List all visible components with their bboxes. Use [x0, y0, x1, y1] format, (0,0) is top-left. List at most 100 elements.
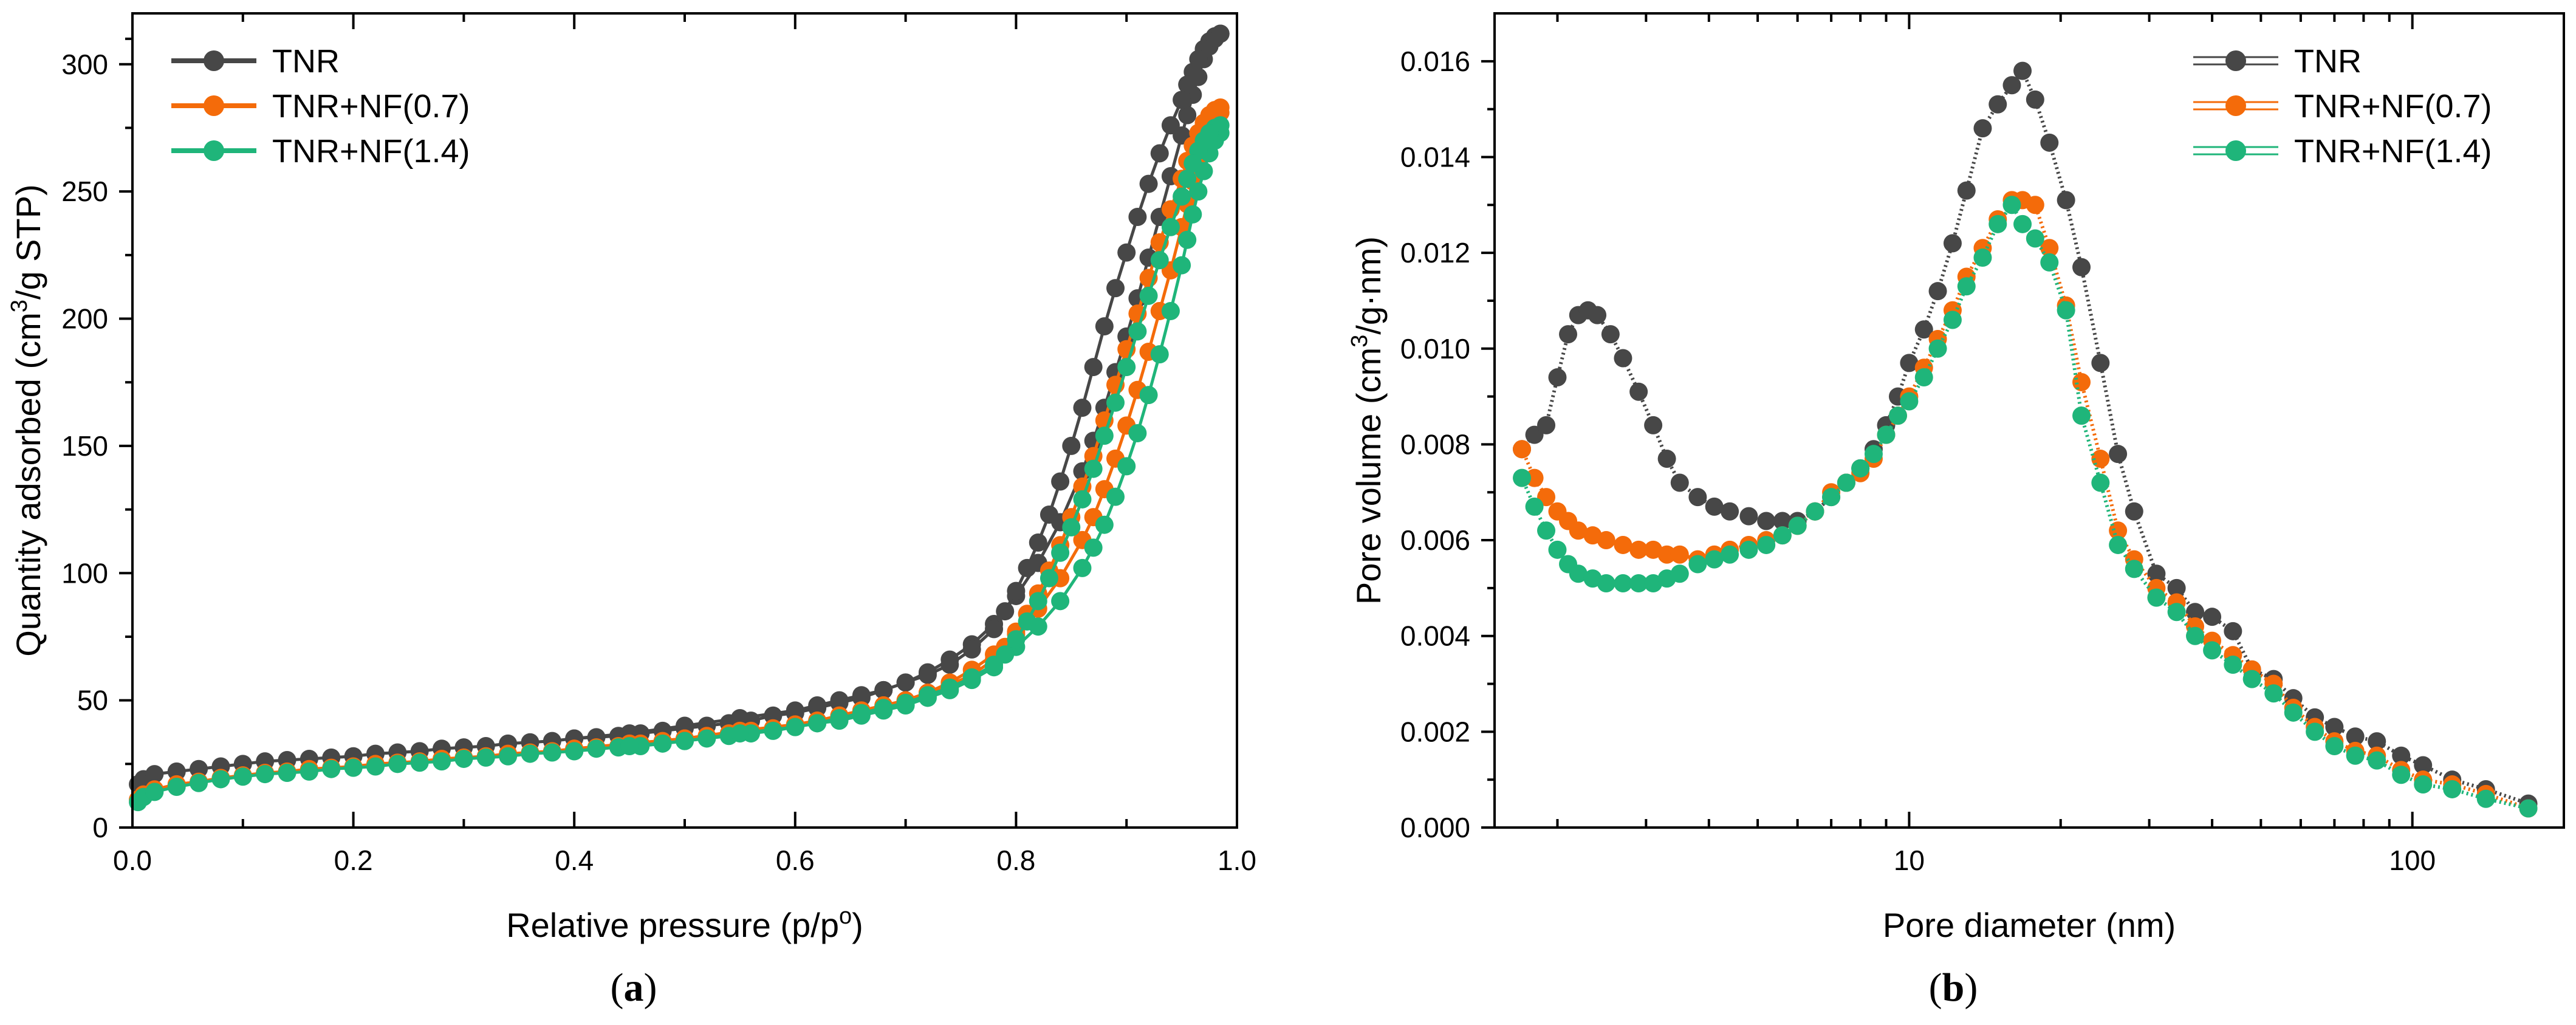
panel-b-y-tick-label: 0.006 [1400, 524, 1470, 556]
panel-b-data-point [1900, 392, 1919, 411]
panel-b-data-point [1739, 540, 1758, 559]
panel-b-data-point [2224, 622, 2242, 640]
panel-b-data-point [1989, 95, 2007, 114]
panel-b-y-tick-label: 0.014 [1400, 141, 1470, 173]
panel-a-data-point [852, 706, 871, 725]
panel-a-data-point [1178, 170, 1197, 188]
panel-a-x-tick-label: 1.0 [1218, 845, 1256, 876]
panel-b-data-point [2057, 191, 2075, 210]
panel-a-x-axis-title: Relative pressure (p/po) [506, 903, 863, 944]
panel-a-data-point [1128, 208, 1147, 226]
panel-a-data-point [1150, 251, 1169, 270]
panel-a-data-point [1040, 505, 1058, 524]
panel-a-data-point [830, 711, 849, 730]
chart-panel-a: 0.0 0.2 0.4 0.6 0.8 1.0 0 50 100 150 200 250 300 Rel… [7, 12, 1256, 1010]
panel-b-data-point [2026, 90, 2044, 109]
panel-a-data-point [1139, 386, 1158, 405]
panel-a-data-point [366, 757, 385, 776]
panel-a-data-point [1029, 533, 1047, 552]
panel-a-data-point [1051, 592, 1070, 611]
panel-a-data-point [676, 716, 694, 735]
panel-a-data-point [676, 732, 694, 750]
chart-panel-b: 10 100 0.000 0.002 0.004 0.006 0.008 0.010 0.012… [1347, 12, 2565, 1010]
panel-b-data-point [1614, 574, 1632, 592]
panel-b-tick-labels: 10 100 0.000 0.002 0.004 0.006 0.008 0.010 0.012… [1400, 46, 2436, 876]
panel-a-data-point [1128, 322, 1147, 341]
panel-b-data-point [2002, 76, 2021, 95]
panel-b-series-layer [1513, 61, 2538, 818]
panel-a-data-point [830, 691, 849, 710]
panel-a-data-point [1029, 592, 1047, 611]
panel-b-data-point [2040, 133, 2059, 152]
panel-b-data-point [1806, 502, 1824, 521]
panel-b-data-point [1900, 354, 1919, 372]
panel-b-data-point [2013, 61, 2032, 80]
panel-a-data-point [1178, 75, 1197, 94]
panel-a-data-point [1184, 205, 1202, 224]
panel-a-legend-label: TNR+NF(0.7) [272, 88, 470, 125]
panel-b-x-tick-label: 100 [2389, 845, 2436, 876]
panel-a-data-point [410, 753, 429, 772]
panel-a-data-point [1139, 174, 1158, 193]
panel-b-data-point [2476, 789, 2495, 808]
panel-a-data-point [1117, 358, 1136, 377]
panel-b-data-point [2147, 564, 2166, 583]
panel-b-data-point [1525, 468, 1544, 487]
panel-a-tick-labels: 0.0 0.2 0.4 0.6 0.8 1.0 0 50 100 150 200 250 300 [61, 49, 1256, 876]
panel-b-data-point [1877, 425, 1896, 444]
panel-a-data-point [1007, 630, 1026, 649]
panel-b-y-axis-title: Pore volume (cm3/g·nm) [1347, 236, 1388, 605]
panel-a-data-point [211, 770, 230, 789]
panel-a-data-point [278, 763, 296, 782]
panel-a-legend-item: TNR [171, 43, 340, 80]
panel-a-data-point [852, 686, 871, 705]
panel-b-data-point [2306, 722, 2324, 741]
panel-b-data-point [1864, 445, 1883, 464]
panel-a-data-point [1150, 345, 1169, 364]
panel-b-data-point [1705, 550, 1724, 569]
panel-a-data-point [1084, 459, 1103, 478]
panel-b-data-point [2368, 751, 2386, 770]
panel-b-y-tick-label: 0.010 [1400, 333, 1470, 365]
panel-a-data-point [808, 696, 827, 715]
panel-b-data-point [1757, 535, 1776, 554]
panel-a-legend-label: TNR+NF(1.4) [272, 133, 470, 170]
panel-b-data-point [1943, 234, 1962, 253]
panel-b-data-point [1548, 368, 1567, 387]
panel-a-data-point [764, 706, 783, 725]
panel-b-data-point [2186, 626, 2205, 645]
panel-a-data-point [918, 688, 937, 707]
panel-a-data-point [896, 696, 915, 715]
panel-a-data-point [896, 673, 915, 692]
panel-b-y-tick-label: 0.000 [1400, 812, 1470, 843]
panel-b-data-point [1757, 512, 1776, 530]
panel-b-data-point [1569, 564, 1588, 583]
panel-a-data-point [874, 701, 893, 720]
panel-a-y-tick-label: 150 [61, 430, 108, 462]
panel-b-data-point [1537, 416, 1556, 434]
panel-a-data-point [167, 762, 186, 781]
panel-b-data-point [2284, 703, 2303, 722]
panel-a-data-point [620, 737, 639, 755]
panel-a-data-point [1073, 558, 1092, 577]
panel-b-data-point [1569, 521, 1588, 540]
panel-b-data-point [1943, 310, 1962, 329]
panel-b-data-point [2072, 258, 2091, 276]
panel-b-data-point [2224, 656, 2242, 674]
panel-b-data-point [2109, 535, 2128, 554]
panel-b-y-tick-label: 0.004 [1400, 620, 1470, 652]
panel-a-data-point [653, 734, 672, 753]
panel-b-data-point [2203, 641, 2222, 660]
panel-b-data-point [2325, 718, 2344, 736]
panel-a-data-point [433, 752, 451, 771]
panel-b-legend-label: TNR [2294, 43, 2362, 80]
panel-b-data-point [1688, 555, 1707, 574]
panel-a-data-point [730, 724, 749, 743]
panel-a-y-tick-label: 250 [61, 176, 108, 207]
panel-a-data-point [1062, 518, 1081, 536]
panel-a-x-tick-label: 0.8 [996, 845, 1035, 876]
panel-b-data-point [2203, 608, 2222, 626]
panel-b-data-point [2346, 746, 2365, 765]
panel-b-legend-marker [2225, 95, 2246, 116]
panel-a-label: (a) [611, 965, 657, 1010]
